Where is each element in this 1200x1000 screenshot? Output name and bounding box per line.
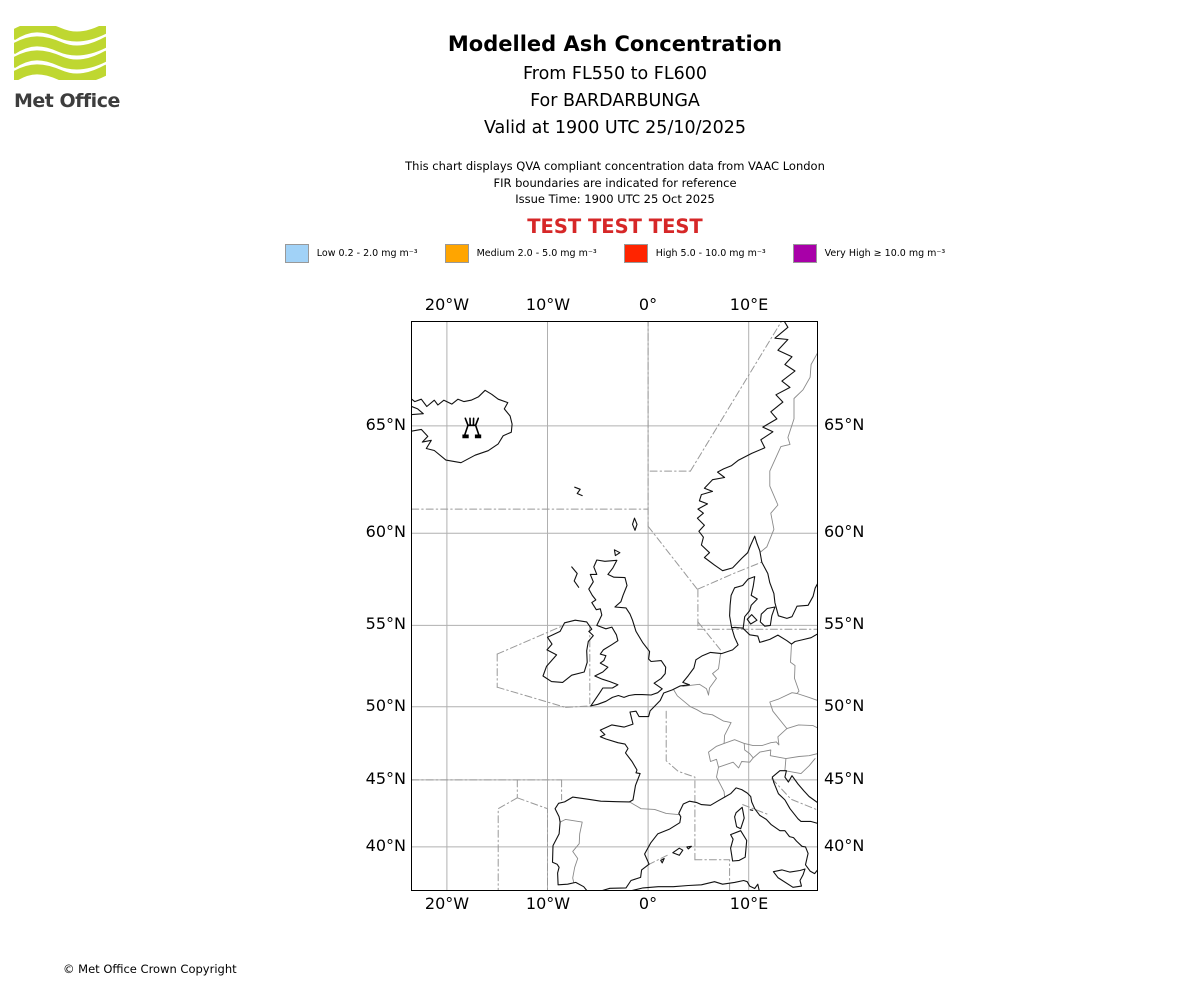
- y-tick-left-40n: 40°N: [365, 836, 406, 855]
- legend-swatch-very-high: [792, 244, 817, 263]
- y-tick-left-65n: 65°N: [365, 415, 406, 434]
- legend-swatch-high: [623, 244, 648, 263]
- coastlines: [410, 317, 818, 892]
- volcano-icon: [461, 417, 481, 438]
- y-tick-right-45n: 45°N: [824, 769, 865, 788]
- legend-swatch-low: [284, 244, 309, 263]
- legend-item-low: Low 0.2 - 2.0 mg m⁻³: [284, 244, 418, 263]
- y-tick-right-65n: 65°N: [824, 415, 865, 434]
- info-line-qva: This chart displays QVA compliant concen…: [405, 159, 825, 173]
- y-tick-left-50n: 50°N: [365, 696, 406, 715]
- legend-item-very-high: Very High ≥ 10.0 mg m⁻³: [792, 244, 946, 263]
- info-line-fir: FIR boundaries are indicated for referen…: [493, 175, 737, 190]
- met-office-logo: Met Office: [14, 26, 124, 112]
- y-tick-left-45n: 45°N: [365, 769, 406, 788]
- legend-label-medium: Medium 2.0 - 5.0 mg m⁻³: [476, 248, 597, 259]
- y-tick-right-55n: 55°N: [824, 614, 865, 633]
- test-banner: TEST TEST TEST: [527, 215, 703, 238]
- fir-boundaries: [410, 318, 818, 890]
- info-line-issue: Issue Time: 1900 UTC 25 Oct 2025: [515, 192, 715, 206]
- logo-waves-icon: [14, 26, 106, 80]
- x-tick-bottom-10e: 10°E: [729, 894, 769, 913]
- x-tick-top-10w: 10°W: [525, 295, 571, 314]
- y-tick-right-40n: 40°N: [824, 836, 865, 855]
- x-tick-bottom-0: 0°: [638, 894, 658, 913]
- y-tick-right-60n: 60°N: [824, 522, 865, 541]
- map-frame: [410, 317, 818, 892]
- legend-label-low: Low 0.2 - 2.0 mg m⁻³: [316, 248, 418, 259]
- copyright-text: © Met Office Crown Copyright: [63, 962, 237, 976]
- legend-label-high: High 5.0 - 10.0 mg m⁻³: [655, 248, 766, 259]
- country-borders: [559, 351, 818, 883]
- x-tick-top-10e: 10°E: [729, 295, 769, 314]
- x-tick-top-20w: 20°W: [424, 295, 470, 314]
- graticule-grid: [411, 321, 817, 890]
- legend-label-very-high: Very High ≥ 10.0 mg m⁻³: [824, 248, 946, 259]
- x-tick-bottom-10w: 10°W: [525, 894, 571, 913]
- y-tick-left-60n: 60°N: [365, 522, 406, 541]
- legend: Low 0.2 - 2.0 mg m⁻³ Medium 2.0 - 5.0 mg…: [15, 244, 1200, 263]
- x-tick-bottom-20w: 20°W: [424, 894, 470, 913]
- logo-text: Met Office: [14, 90, 120, 112]
- chart-subtitle-levels: From FL550 to FL600: [522, 64, 708, 84]
- legend-item-high: High 5.0 - 10.0 mg m⁻³: [623, 244, 766, 263]
- y-tick-left-55n: 55°N: [365, 614, 406, 633]
- map-canvas: [410, 317, 818, 892]
- x-tick-top-0: 0°: [638, 295, 658, 314]
- chart-title: Modelled Ash Concentration: [447, 32, 783, 56]
- y-tick-right-50n: 50°N: [824, 696, 865, 715]
- chart-subtitle-valid: Valid at 1900 UTC 25/10/2025: [483, 118, 747, 138]
- legend-item-medium: Medium 2.0 - 5.0 mg m⁻³: [444, 244, 597, 263]
- legend-swatch-medium: [444, 244, 469, 263]
- chart-subtitle-volcano: For BARDARBUNGA: [530, 91, 700, 111]
